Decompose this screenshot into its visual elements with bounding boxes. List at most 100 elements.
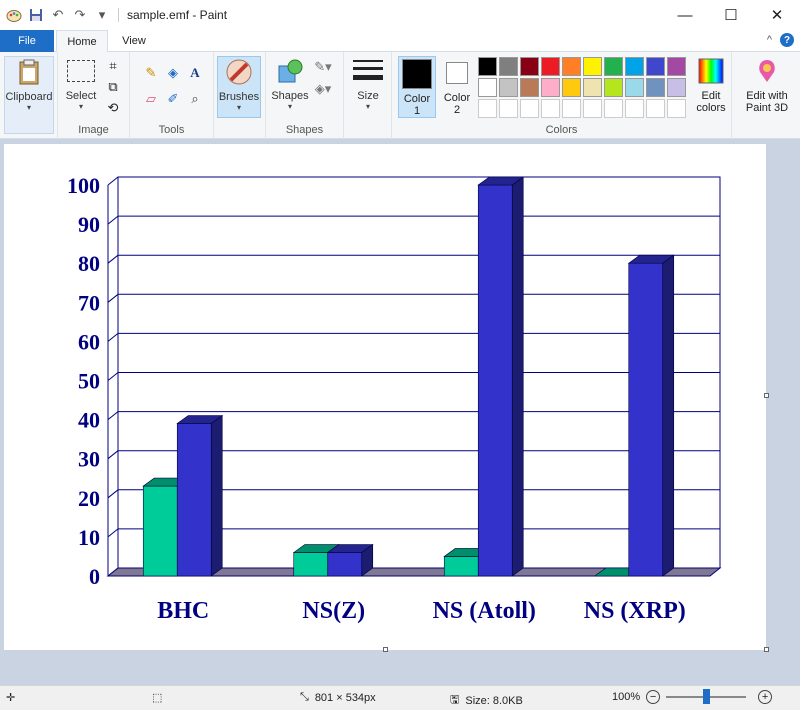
palette-swatch[interactable] — [583, 57, 602, 76]
edit-colors-label: Edit — [701, 90, 721, 102]
palette-swatch[interactable] — [625, 99, 644, 118]
palette-swatch[interactable] — [562, 99, 581, 118]
magnifier-icon[interactable]: ⌕ — [191, 91, 199, 106]
size-button[interactable]: Size ▾ — [350, 56, 386, 111]
gridline-side — [107, 528, 119, 538]
palette-swatch[interactable] — [667, 78, 686, 97]
collapse-ribbon-icon[interactable]: ^ — [766, 34, 772, 46]
bar-front — [477, 184, 513, 577]
select-button[interactable]: Select ▾ — [64, 56, 98, 111]
resize-handle-right[interactable] — [764, 393, 769, 398]
close-button[interactable]: ✕ — [770, 7, 784, 24]
palette-swatch[interactable] — [562, 57, 581, 76]
edit-with-paint3d-button[interactable]: Edit with Paint 3D — [738, 56, 796, 114]
palette-swatch[interactable] — [646, 99, 665, 118]
clipboard-label: Clipboard — [5, 91, 53, 103]
palette-swatch[interactable] — [667, 57, 686, 76]
edit-colors-button[interactable]: Edit colors — [688, 56, 734, 114]
rotate-icon[interactable]: ⟲ — [107, 100, 119, 115]
fill-bucket-icon[interactable]: ◈ — [168, 65, 178, 80]
palette-swatch[interactable] — [520, 99, 539, 118]
x-category-label: BHC — [157, 598, 209, 624]
palette-swatch[interactable] — [541, 57, 560, 76]
size-group: Size ▾ — [344, 52, 392, 139]
text-tool-icon[interactable]: A — [190, 65, 200, 80]
color1-button[interactable]: Color 1 — [398, 56, 436, 118]
bar-front — [176, 423, 212, 577]
chevron-down-icon: ▾ — [26, 103, 31, 112]
gridline-side — [107, 489, 119, 499]
window-title: sample.emf - Paint — [127, 8, 228, 22]
bar-front — [327, 552, 363, 577]
palette-swatch[interactable] — [499, 99, 518, 118]
brushes-button[interactable]: Brushes ▾ — [217, 56, 261, 118]
customize-quick-access-icon[interactable]: ▾ — [98, 7, 106, 22]
color2-button[interactable]: Color 2 — [438, 56, 476, 116]
help-icon[interactable]: ? — [780, 33, 794, 47]
tab-view[interactable]: View — [122, 35, 146, 47]
clipboard-button[interactable]: Clipboard ▾ — [4, 56, 54, 134]
palette-swatch[interactable] — [625, 57, 644, 76]
file-size: 🖫 Size: 8.0KB — [450, 691, 523, 710]
bar-side — [361, 543, 374, 577]
palette-swatch[interactable] — [583, 78, 602, 97]
palette-swatch[interactable] — [583, 99, 602, 118]
bar-side — [210, 414, 223, 577]
gridline-side — [107, 450, 119, 460]
clipboard-icon — [14, 57, 44, 87]
tab-file[interactable]: File — [0, 30, 54, 52]
tab-home[interactable]: Home — [56, 30, 108, 53]
resize-handle-corner[interactable] — [764, 647, 769, 652]
pencil-icon[interactable]: ✎ — [145, 65, 157, 80]
palette-swatch[interactable] — [520, 78, 539, 97]
palette-swatch[interactable] — [541, 99, 560, 118]
eraser-icon[interactable]: ▱ — [146, 91, 156, 106]
colors-group: Color 1 Color 2 Colors — [392, 52, 732, 139]
palette-swatch[interactable] — [604, 78, 623, 97]
palette-swatch[interactable] — [604, 57, 623, 76]
palette-swatch[interactable] — [646, 57, 665, 76]
color-picker-icon[interactable]: ✐ — [167, 91, 179, 106]
fill-icon[interactable]: ◈▾ — [314, 81, 332, 96]
zoom-out-button[interactable]: − — [646, 690, 661, 704]
image-group-label: Image — [78, 124, 109, 136]
gridline-side — [107, 333, 119, 342]
resize-handle-bottom[interactable] — [383, 647, 388, 652]
palette-swatch[interactable] — [478, 99, 497, 118]
palette-swatch[interactable] — [478, 57, 497, 76]
palette-swatch[interactable] — [562, 78, 581, 97]
crop-icon[interactable]: ⌗ — [109, 58, 117, 73]
palette-swatch[interactable] — [478, 78, 497, 97]
chevron-down-icon: ▾ — [365, 102, 370, 111]
redo-icon[interactable]: ↷ — [74, 7, 86, 22]
shapes-group-label: Shapes — [285, 124, 324, 136]
palette-swatch[interactable] — [499, 57, 518, 76]
outline-icon[interactable]: ✎▾ — [314, 59, 332, 74]
paint3d-icon — [752, 56, 782, 86]
maximize-button[interactable]: ☐ — [724, 7, 738, 24]
palette-swatch[interactable] — [541, 78, 560, 97]
y-tick-label: 10 — [78, 525, 100, 550]
palette-swatch[interactable] — [520, 57, 539, 76]
minimize-button[interactable]: — — [677, 6, 693, 24]
zoom-slider[interactable] — [666, 689, 747, 704]
save-icon[interactable] — [28, 7, 44, 23]
palette-swatch[interactable] — [667, 99, 686, 118]
paint-app-icon[interactable] — [6, 7, 22, 23]
palette-swatch[interactable] — [646, 78, 665, 97]
resize-icon[interactable]: ⧉ — [108, 79, 118, 94]
shapes-button[interactable]: Shapes ▾ — [270, 56, 310, 111]
color1-swatch — [402, 59, 432, 89]
y-tick-label: 90 — [78, 212, 100, 237]
gridline-side — [107, 215, 119, 225]
brush-icon — [224, 57, 254, 87]
palette-swatch[interactable] — [499, 78, 518, 97]
zoom-slider-thumb[interactable] — [703, 689, 711, 704]
zoom-in-button[interactable]: + — [758, 690, 773, 704]
shapes-group: Shapes ▾ ✎▾ ◈▾ Shapes — [266, 52, 344, 139]
palette-swatch[interactable] — [625, 78, 644, 97]
ribbon: Clipboard ▾ Select ▾ ⌗ ⧉ ⟲ Image ✎ ◈ A ▱… — [0, 52, 800, 139]
undo-icon[interactable]: ↶ — [52, 7, 64, 22]
drawing-canvas[interactable]: 0 10 20 30 40 50 60 70 80 90 100 BHC NS(Z) NS (Atoll)… — [4, 144, 766, 650]
palette-swatch[interactable] — [604, 99, 623, 118]
